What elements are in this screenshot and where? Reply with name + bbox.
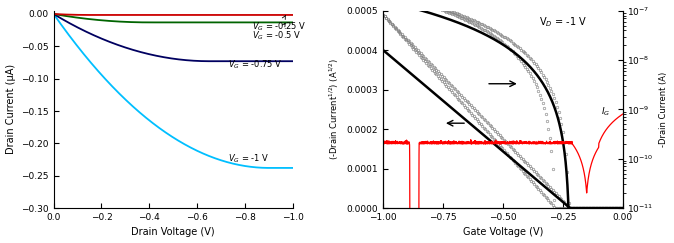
Text: $I_G$: $I_G$ bbox=[601, 105, 611, 118]
Text: $V_G$ = -0.5 V: $V_G$ = -0.5 V bbox=[252, 23, 302, 42]
Text: $V_G$ = -0.75 V: $V_G$ = -0.75 V bbox=[228, 59, 282, 71]
Text: V$_D$ = -1 V: V$_D$ = -1 V bbox=[539, 15, 587, 29]
X-axis label: Gate Voltage (V): Gate Voltage (V) bbox=[463, 227, 543, 237]
Y-axis label: Drain Current (μA): Drain Current (μA) bbox=[5, 64, 16, 155]
Text: $V_G$ = -0.25 V: $V_G$ = -0.25 V bbox=[252, 15, 307, 33]
Y-axis label: -Drain Current (A): -Drain Current (A) bbox=[659, 72, 669, 147]
Y-axis label: (-Drain Current$^{1/2}$) (A$^{1/2}$): (-Drain Current$^{1/2}$) (A$^{1/2}$) bbox=[328, 58, 341, 160]
Text: $V_G$ = -1 V: $V_G$ = -1 V bbox=[228, 152, 270, 165]
X-axis label: Drain Voltage (V): Drain Voltage (V) bbox=[131, 227, 215, 237]
